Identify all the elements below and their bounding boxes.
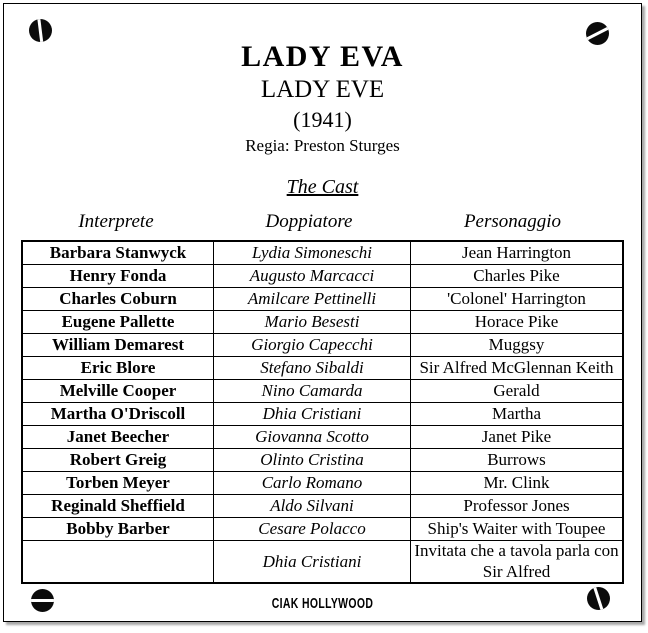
table-row: William Demarest Giorgio Capecchi Muggsy xyxy=(21,333,624,358)
dubber-cell: Stefano Sibaldi xyxy=(213,356,411,381)
screw-slit xyxy=(31,599,54,602)
column-header-personaggio: Personaggio xyxy=(463,211,562,233)
dubber-cell: Olinto Cristina xyxy=(213,448,411,473)
dubber-cell: Cesare Polacco xyxy=(213,517,411,542)
actor-cell: Charles Coburn xyxy=(21,287,214,312)
character-cell: Mr. Clink xyxy=(410,471,624,496)
screw-head-icon xyxy=(29,19,52,42)
dubber-cell: Augusto Marcacci xyxy=(213,264,411,289)
dubber-cell: Nino Camarda xyxy=(213,379,411,404)
actor-cell: Eric Blore xyxy=(21,356,214,381)
character-cell: Janet Pike xyxy=(410,425,624,450)
table-row: Melville Cooper Nino Camarda Gerald xyxy=(21,379,624,404)
dubber-cell: Dhia Cristiani xyxy=(213,402,411,427)
director-credit: Regia: Preston Sturges xyxy=(245,135,400,155)
original-title: LADY EVE xyxy=(260,76,385,103)
table-row: Dhia Cristiani Invitata che a tavola parl… xyxy=(21,540,624,584)
screw-slit xyxy=(593,587,604,610)
screw-head-icon xyxy=(31,589,54,612)
character-cell: Burrows xyxy=(410,448,624,473)
actor-cell: Bobby Barber xyxy=(21,517,214,542)
dubber-cell: Carlo Romano xyxy=(213,471,411,496)
table-row: Henry Fonda Augusto Marcacci Charles Pike xyxy=(21,264,624,289)
table-row: Barbara Stanwyck Lydia Simoneschi Jean Har… xyxy=(21,240,624,266)
actor-cell: Reginald Sheffield xyxy=(21,494,214,519)
table-row: Bobby Barber Cesare Polacco Ship's Waiter … xyxy=(21,517,624,542)
table-row: Charles Coburn Amilcare Pettinelli 'Colone… xyxy=(21,287,624,312)
column-header-interprete: Interprete xyxy=(78,211,154,233)
actor-cell: Eugene Pallette xyxy=(21,310,214,335)
table-row: Janet Beecher Giovanna Scotto Janet Pike xyxy=(21,425,624,450)
actor-cell: Janet Beecher xyxy=(21,425,214,450)
character-cell: 'Colonel' Harrington xyxy=(410,287,624,312)
character-cell: Muggsy xyxy=(410,333,624,358)
character-cell: Ship's Waiter with Toupee xyxy=(410,517,624,542)
actor-cell: Barbara Stanwyck xyxy=(21,240,214,266)
character-cell: Martha xyxy=(410,402,624,427)
character-cell: Jean Harrington xyxy=(410,240,624,266)
column-header-doppiatore: Doppiatore xyxy=(265,211,353,233)
actor-cell: Robert Greig xyxy=(21,448,214,473)
dubber-cell: Lydia Simoneschi xyxy=(213,240,411,266)
table-column-headers: Interprete Doppiatore Personaggio xyxy=(21,211,618,233)
dubber-cell: Giovanna Scotto xyxy=(213,425,411,450)
table-row: Robert Greig Olinto Cristina Burrows xyxy=(21,448,624,473)
screw-slit xyxy=(586,26,609,41)
dubber-cell: Mario Besesti xyxy=(213,310,411,335)
actor-cell: Martha O'Driscoll xyxy=(21,402,214,427)
dubber-cell: Giorgio Capecchi xyxy=(213,333,411,358)
character-cell: Invitata che a tavola parla con Sir Alfr… xyxy=(410,540,624,584)
dubber-cell: Aldo Silvani xyxy=(213,494,411,519)
table-row: Reginald Sheffield Aldo Silvani Professor … xyxy=(21,494,624,519)
character-cell: Horace Pike xyxy=(410,310,624,335)
document-page: LADY EVA LADY EVE (1941) Regia: Preston … xyxy=(3,3,642,622)
table-row: Martha O'Driscoll Dhia Cristiani Martha xyxy=(21,402,624,427)
cast-table: Barbara Stanwyck Lydia Simoneschi Jean Har… xyxy=(21,240,624,585)
table-row: Eugene Pallette Mario Besesti Horace Pike xyxy=(21,310,624,335)
table-row: Torben Meyer Carlo Romano Mr. Clink xyxy=(21,471,624,496)
screw-head-icon xyxy=(586,22,609,45)
page-title: LADY EVA xyxy=(241,40,404,73)
actor-cell: Melville Cooper xyxy=(21,379,214,404)
character-cell: Gerald xyxy=(410,379,624,404)
screw-head-icon xyxy=(587,587,610,610)
screw-slit xyxy=(37,19,44,42)
footer-logo: CIAK HOLLYWOOD xyxy=(271,596,374,612)
dubber-cell: Amilcare Pettinelli xyxy=(213,287,411,312)
actor-cell: Henry Fonda xyxy=(21,264,214,289)
cast-table-body: Barbara Stanwyck Lydia Simoneschi Jean Har… xyxy=(21,240,624,584)
table-row: Eric Blore Stefano Sibaldi Sir Alfred McGl… xyxy=(21,356,624,381)
character-cell: Professor Jones xyxy=(410,494,624,519)
actor-cell: Torben Meyer xyxy=(21,471,214,496)
character-cell: Charles Pike xyxy=(410,264,624,289)
release-year: (1941) xyxy=(293,106,352,132)
dubber-cell: Dhia Cristiani xyxy=(213,540,411,584)
actor-cell xyxy=(21,540,214,584)
actor-cell: William Demarest xyxy=(21,333,214,358)
character-cell: Sir Alfred McGlennan Keith xyxy=(410,356,624,381)
title-block: LADY EVA LADY EVE (1941) Regia: Preston … xyxy=(4,40,641,155)
cast-section-heading: The Cast xyxy=(286,176,359,199)
